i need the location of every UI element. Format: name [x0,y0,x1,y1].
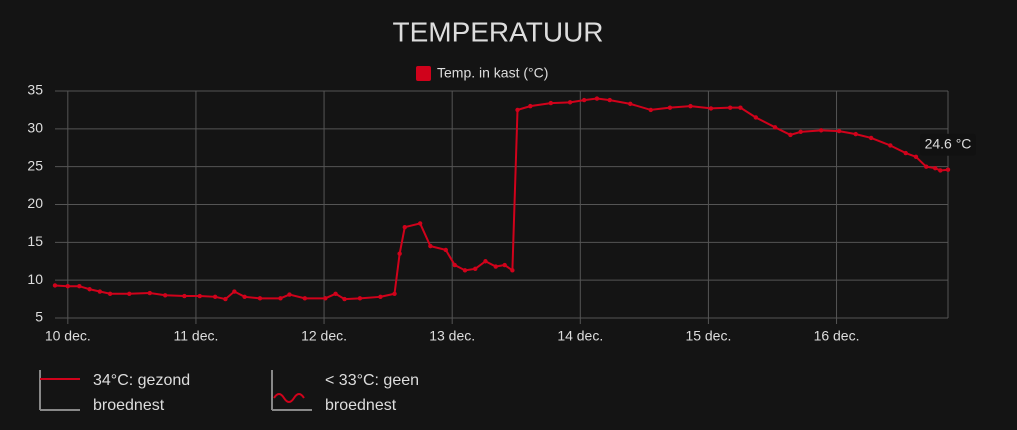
x-tick-label: 12 dec. [301,328,347,344]
note: 34°C: gezond broednest [93,372,191,414]
point [548,100,554,106]
point [428,243,433,249]
point [397,251,402,256]
point [932,165,938,171]
note: < 33°C: geen broednest [325,372,420,414]
point [528,103,533,109]
point [913,154,919,160]
x-tick-label: 13 dec. [429,328,475,344]
point [515,107,520,113]
point [567,100,573,105]
point [127,291,132,296]
point [738,105,743,110]
y-tick-label: 5 [35,309,43,325]
legend-swatch [416,66,431,81]
note-icon [39,370,80,411]
chart-title: TEMPERATUUR [392,16,603,47]
tooltip [920,133,976,156]
point [493,264,498,269]
point [323,296,328,301]
point [77,284,82,289]
point [502,262,507,268]
point [147,290,153,296]
point [753,115,759,120]
point [242,294,247,300]
point [818,128,824,133]
point [182,293,187,299]
point [772,125,778,130]
point [607,97,612,103]
point [888,143,893,148]
point [483,259,488,264]
point [107,291,113,296]
point [232,289,237,294]
point [87,287,92,292]
point [727,105,733,110]
point [278,296,283,301]
point [443,247,448,253]
y-tick-label: 25 [27,157,43,173]
point [924,164,929,169]
point [688,103,693,109]
point [798,129,803,135]
point [836,128,842,134]
y-tick-label: 10 [27,271,43,287]
line [54,97,949,301]
note-icon [271,370,312,411]
x-tick-label: 10 dec. [45,328,91,344]
point [708,106,714,111]
x-tick-label: 15 dec. [685,328,731,344]
point [223,296,228,302]
point [628,101,633,107]
point [212,294,218,300]
point [462,268,468,273]
point [417,221,423,226]
point [945,167,951,172]
point [378,294,383,300]
point [357,296,363,301]
x-tick-label: 16 dec. [814,328,860,344]
x-tick-label: 11 dec. [173,328,218,344]
point [853,131,858,137]
point [392,291,397,296]
point [473,266,478,272]
point [510,268,515,273]
y-tick-label: 15 [27,233,43,249]
point [257,296,263,301]
tooltip-label: 24.6 °C [925,135,972,151]
point [342,296,347,302]
x-tick-label: 14 dec. [557,328,603,344]
point [97,289,103,294]
y-tick-label: 20 [27,195,43,211]
legend-label: Temp. in kast (°C) [437,65,548,81]
point [667,105,673,110]
point [938,168,943,173]
point [868,135,874,141]
point [903,150,908,156]
point [52,283,58,288]
y-tick-label: 30 [27,120,43,136]
point [402,225,407,230]
point [452,262,457,268]
point [302,296,308,301]
point [788,132,793,138]
y-tick-label: 35 [27,82,43,98]
point [65,284,71,289]
point [333,291,338,296]
point [594,96,600,101]
point [162,293,168,298]
point [581,97,587,103]
point [648,107,653,113]
point [197,293,202,299]
point [287,292,292,297]
